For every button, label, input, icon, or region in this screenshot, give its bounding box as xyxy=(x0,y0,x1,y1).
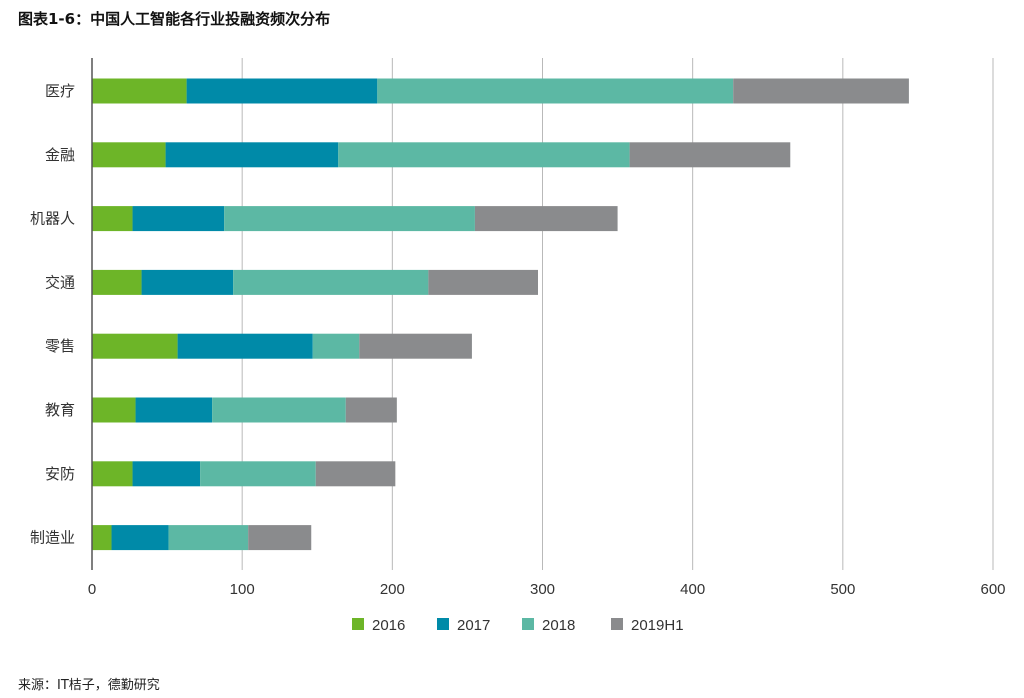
bar-segment xyxy=(200,461,316,487)
category-label: 安防 xyxy=(45,465,75,483)
x-tick-labels: 0 100 200 300 400 500 600 xyxy=(88,581,1006,598)
bar-segment xyxy=(338,142,630,168)
category-label: 金融 xyxy=(45,146,75,164)
bar-segment xyxy=(92,206,133,232)
grid-lines xyxy=(241,58,994,570)
bar-segment xyxy=(212,397,346,423)
legend-swatch xyxy=(437,618,449,630)
legend-label: 2018 xyxy=(542,617,575,634)
bar-segment xyxy=(92,397,136,423)
bar-segment xyxy=(141,269,234,295)
source-note: 来源：IT桔子，德勤研究 xyxy=(18,678,160,693)
category-label: 教育 xyxy=(45,401,75,419)
legend-label: 2019H1 xyxy=(631,617,684,634)
bar-segment xyxy=(629,142,791,168)
bar-segment xyxy=(92,78,187,104)
bar-segment xyxy=(92,525,112,551)
bar-segment xyxy=(92,461,133,487)
bar-segment xyxy=(135,397,213,423)
bar-segment xyxy=(315,461,396,487)
bar-segment xyxy=(168,525,249,551)
x-tick-label: 500 xyxy=(830,581,855,598)
bar-segment xyxy=(312,333,360,359)
x-tick-label: 200 xyxy=(380,581,405,598)
x-tick-label: 0 xyxy=(88,581,96,598)
bar-segment xyxy=(132,461,201,487)
bar-segment xyxy=(92,142,166,168)
bar-segment xyxy=(92,269,142,295)
bar-segment xyxy=(345,397,397,423)
bar-segment xyxy=(474,206,618,232)
bar-segment xyxy=(132,206,225,232)
bar-segment xyxy=(92,333,178,359)
bar-segment xyxy=(359,333,472,359)
bar-segment xyxy=(186,78,378,104)
legend-swatch xyxy=(611,618,623,630)
x-tick-label: 400 xyxy=(680,581,705,598)
bar-segment xyxy=(248,525,312,551)
x-tick-label: 300 xyxy=(530,581,555,598)
category-label: 交通 xyxy=(45,273,75,291)
legend: 2016 2017 2018 2019H1 xyxy=(352,617,684,634)
bar-segment xyxy=(177,333,313,359)
bars xyxy=(92,78,909,551)
bar-segment xyxy=(111,525,169,551)
bar-segment xyxy=(733,78,909,104)
chart-title: 图表1-6：中国人工智能各行业投融资频次分布 xyxy=(18,10,331,28)
category-label: 零售 xyxy=(45,337,75,355)
bar-segment xyxy=(165,142,339,168)
bar-segment xyxy=(377,78,734,104)
category-label: 制造业 xyxy=(30,529,75,547)
category-label: 医疗 xyxy=(45,82,75,100)
legend-swatch xyxy=(522,618,534,630)
legend-label: 2016 xyxy=(372,617,405,634)
bar-segment xyxy=(233,269,429,295)
bar-segment xyxy=(224,206,475,232)
legend-label: 2017 xyxy=(457,617,490,634)
x-tick-label: 100 xyxy=(230,581,255,598)
bar-segment xyxy=(428,269,538,295)
category-label: 机器人 xyxy=(30,210,75,228)
x-tick-label: 600 xyxy=(980,581,1005,598)
legend-swatch xyxy=(352,618,364,630)
